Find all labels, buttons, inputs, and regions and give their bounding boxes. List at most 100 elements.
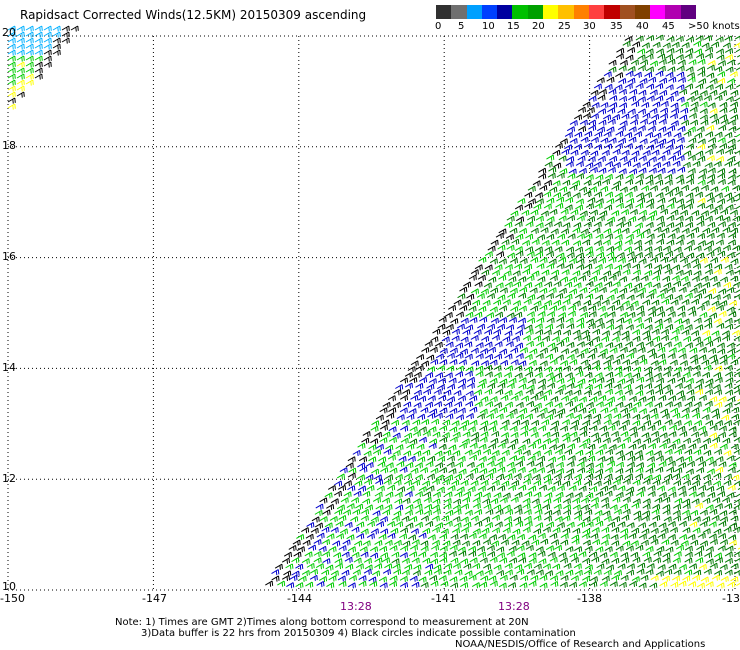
wind-barb: [469, 419, 478, 426]
wind-barb: [565, 161, 574, 168]
wind-barb: [671, 227, 680, 234]
wind-barb: [521, 540, 530, 547]
wind-barb: [582, 516, 591, 523]
wind-barb: [420, 515, 429, 522]
wind-barb: [566, 252, 575, 259]
wind-barb: [597, 305, 606, 312]
wind-barb: [471, 360, 480, 367]
wind-barb: [585, 162, 594, 169]
wind-barb: [533, 528, 542, 535]
wind-barb: [52, 49, 61, 56]
wind-barb: [393, 389, 402, 396]
wind-barb: [709, 508, 718, 515]
wind-barb: [667, 460, 676, 467]
wind-barb: [671, 328, 680, 335]
wind-barb: [550, 437, 559, 444]
wind-barb: [626, 563, 635, 570]
wind-barb: [514, 204, 523, 211]
wind-barb: [706, 468, 715, 475]
wind-barb: [615, 202, 624, 209]
lon-label: -144: [287, 592, 312, 605]
wind-barb: [616, 47, 625, 54]
wind-barb: [562, 298, 571, 305]
wind-barb: [692, 336, 701, 343]
wind-barb: [491, 334, 500, 341]
wind-barb: [52, 25, 61, 32]
wind-barb: [506, 324, 515, 331]
wind-barb: [477, 382, 486, 389]
wind-barb: [637, 346, 646, 353]
wind-barb: [470, 269, 479, 276]
wind-barb: [566, 382, 575, 389]
wind-barb: [507, 292, 516, 299]
wind-barb: [675, 544, 684, 551]
wind-barb: [491, 449, 500, 457]
wind-barb: [695, 378, 704, 385]
wind-barb: [479, 316, 488, 323]
legend-swatch: [588, 5, 605, 19]
wind-barb: [591, 364, 600, 371]
wind-barb: [357, 462, 366, 469]
wind-barb: [625, 233, 634, 240]
wind-barb: [685, 221, 694, 229]
wind-barb: [34, 73, 43, 80]
wind-barb: [339, 467, 348, 474]
wind-barb: [730, 443, 739, 450]
wind-barb: [346, 534, 355, 541]
wind-barb: [514, 221, 523, 228]
wind-barb: [711, 118, 720, 125]
wind-barb: [579, 287, 588, 294]
wind-barb: [513, 516, 522, 523]
wind-barb: [675, 144, 684, 151]
wind-barb: [384, 563, 393, 570]
wind-barb: [582, 438, 591, 445]
wind-barb: [490, 239, 499, 246]
wind-barb: [25, 43, 34, 50]
wind-barb: [532, 473, 541, 481]
wind-barb: [637, 215, 646, 222]
wind-barb: [663, 317, 672, 324]
wind-barb: [461, 438, 470, 445]
wind-barb: [702, 371, 711, 379]
wind-barb: [379, 516, 388, 523]
wind-barb: [455, 414, 465, 421]
wind-barb: [571, 538, 580, 545]
wind-barb: [309, 574, 318, 581]
wind-barb: [602, 437, 611, 444]
wind-barb: [400, 545, 409, 552]
wind-barb: [712, 480, 722, 487]
wind-barb: [707, 347, 716, 354]
wind-barb: [644, 251, 653, 258]
wind-barb: [487, 455, 496, 462]
wind-barb: [530, 305, 539, 312]
wind-barb: [400, 437, 409, 444]
wind-barb: [536, 412, 545, 419]
wind-barb: [714, 65, 723, 73]
wind-barb: [486, 460, 495, 467]
wind-barb: [431, 418, 440, 425]
wind-barb: [582, 270, 591, 277]
wind-barb: [727, 174, 736, 181]
wind-barb: [504, 221, 513, 228]
wind-barb: [362, 490, 371, 497]
wind-barb: [682, 527, 691, 534]
wind-barb: [603, 71, 612, 78]
wind-barb: [530, 394, 539, 401]
wind-barb: [351, 551, 360, 558]
wind-barb: [454, 473, 463, 480]
wind-barb: [588, 377, 597, 384]
wind-barb: [495, 413, 504, 420]
wind-barb: [706, 240, 715, 247]
wind-barb: [514, 263, 523, 270]
wind-barb: [393, 510, 402, 517]
wind-barb: [344, 521, 353, 529]
wind-barb: [702, 528, 711, 535]
wind-barb: [678, 564, 687, 571]
wind-barb: [566, 126, 576, 133]
wind-barb: [698, 288, 707, 295]
wind-barb: [528, 359, 537, 366]
wind-barb: [558, 257, 567, 264]
wind-barb: [668, 563, 677, 570]
wind-barb: [733, 504, 740, 511]
wind-barb: [538, 484, 547, 491]
